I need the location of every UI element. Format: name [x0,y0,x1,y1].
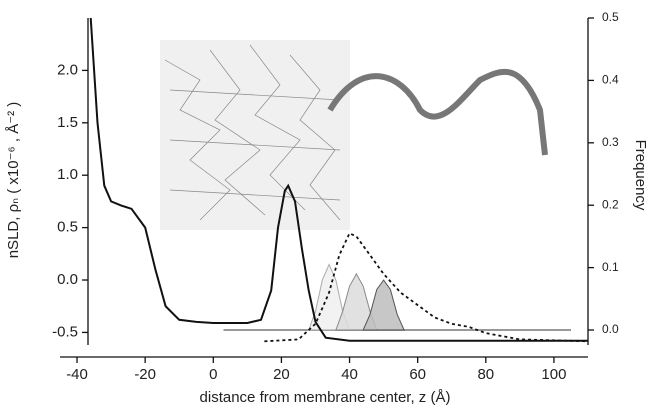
y-axis-label: nSLD, ρₙ ( x10⁻⁶ , Å⁻² ) [5,102,22,259]
y-tick-label: 0.0 [57,271,78,288]
y2-tick-label: 0.0 [602,322,619,336]
x-axis-label: distance from membrane center, z (Å) [200,389,451,406]
area [362,279,405,331]
y-tick-label: 0.5 [57,219,78,236]
x-tick-label: -20 [134,366,156,383]
x-tick-label: 20 [273,366,290,383]
x-tick-label: -40 [66,366,88,383]
y-tick-label: 1.5 [57,114,78,131]
x-tick-label: 100 [541,366,566,383]
x-tick-label: 40 [341,366,358,383]
x-tick-label: 0 [209,366,217,383]
y-tick-label: 2.0 [57,61,78,78]
y-tick-label: -0.5 [52,323,78,340]
y2-tick-label: 0.3 [602,135,619,149]
y2-tick-label: 0.1 [602,260,619,274]
y2-tick-label: 0.4 [602,73,619,87]
line [89,17,588,342]
molecule-image [160,40,548,230]
x-tick-label: 60 [409,366,426,383]
y2-tick-label: 0.2 [602,197,619,211]
y-tick-label: 1.0 [57,166,78,183]
x-tick-label: 80 [477,366,494,383]
line [264,232,589,343]
y2-tick-label: 0.5 [602,10,619,24]
y2-axis-label: Frequency [632,140,649,211]
